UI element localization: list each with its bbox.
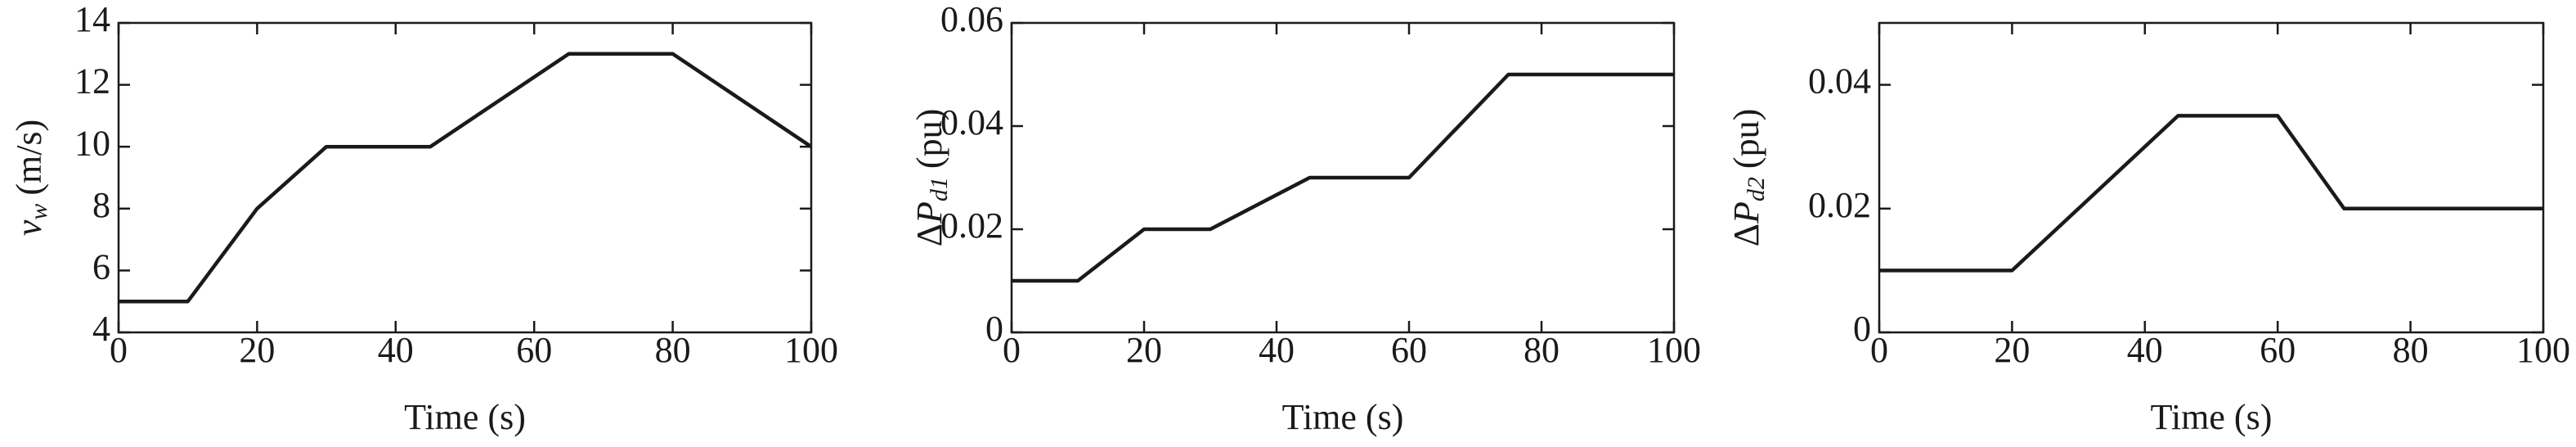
- y-label-symbol: P: [909, 201, 949, 224]
- data-line: [119, 52, 813, 304]
- data-line: [1879, 114, 2543, 273]
- x-tick-label: 60: [516, 330, 552, 370]
- x-tick-label: 100: [784, 330, 838, 370]
- plot-frame: [1878, 21, 2545, 334]
- y-tick-label: 4: [92, 309, 110, 349]
- plot-frame: [1010, 21, 1676, 334]
- y-label-subscript: d1: [926, 177, 953, 201]
- y-axis-label: vw (m/s): [9, 120, 52, 236]
- y-tick-label: 0.02: [1808, 185, 1871, 225]
- y-label-prefix: Δ: [909, 224, 949, 246]
- x-tick-label: 20: [1994, 330, 2030, 370]
- x-tick-label: 20: [1126, 330, 1162, 370]
- y-label-unit: (m/s): [9, 120, 49, 196]
- y-tick-label: 0.04: [1808, 61, 1871, 102]
- x-tick-label: 80: [1524, 330, 1560, 370]
- y-label-symbol: v: [9, 219, 49, 236]
- subplot: 0 20 40 60 80 100 0 0.02 0.04 0.06 Time (s) ΔPd1 (pu…: [909, 0, 1701, 437]
- y-tick-label: 8: [92, 185, 110, 225]
- y-tick-label: 14: [74, 0, 110, 39]
- x-tick-label: 0: [1870, 330, 1888, 370]
- x-tick-label: 100: [2516, 330, 2570, 370]
- x-axis-label: Time (s): [1282, 397, 1404, 437]
- y-tick-label: 0.04: [940, 102, 1003, 142]
- x-axis-label: Time (s): [2151, 397, 2273, 437]
- x-tick-label: 60: [2260, 330, 2296, 370]
- y-label-unit: (pu): [909, 109, 949, 169]
- y-tick-label: 6: [92, 246, 110, 287]
- y-axis-label: ΔPd2 (pu): [1726, 109, 1770, 247]
- subplot: 0 20 40 60 80 100 0 0.02 0.04 Time (s) ΔPd2 (pu): [1726, 21, 2570, 437]
- y-tick-label: 0.06: [940, 0, 1003, 39]
- x-axis-label: Time (s): [404, 397, 526, 437]
- y-tick-label: 0: [1853, 309, 1871, 349]
- y-label-prefix: Δ: [1726, 224, 1766, 246]
- x-tick-label: 80: [655, 330, 691, 370]
- data-line: [1012, 72, 1674, 283]
- y-label-subscript: d2: [1743, 177, 1770, 201]
- y-tick-label: 10: [74, 123, 110, 163]
- x-tick-label: 0: [1003, 330, 1021, 370]
- y-tick-label: 0: [985, 309, 1003, 349]
- x-tick-label: 40: [1259, 330, 1295, 370]
- x-tick-label: 80: [2393, 330, 2429, 370]
- subplot: 0 20 40 60 80 100 4 6 8 10 12 14 Time (s) vw (m/s): [9, 0, 838, 437]
- y-tick-label: 12: [74, 61, 110, 102]
- x-tick-label: 20: [239, 330, 275, 370]
- y-tick-label: 0.02: [940, 205, 1003, 246]
- y-axis-label: ΔPd1 (pu): [909, 109, 953, 247]
- y-label-unit: (pu): [1726, 109, 1766, 169]
- x-tick-label: 40: [2127, 330, 2163, 370]
- y-label-subscript: w: [25, 204, 52, 220]
- y-label-symbol: P: [1726, 201, 1766, 224]
- x-tick-label: 60: [1391, 330, 1427, 370]
- x-tick-label: 100: [1647, 330, 1701, 370]
- x-tick-label: 40: [378, 330, 414, 370]
- x-tick-label: 0: [110, 330, 128, 370]
- plot-frame: [117, 21, 813, 334]
